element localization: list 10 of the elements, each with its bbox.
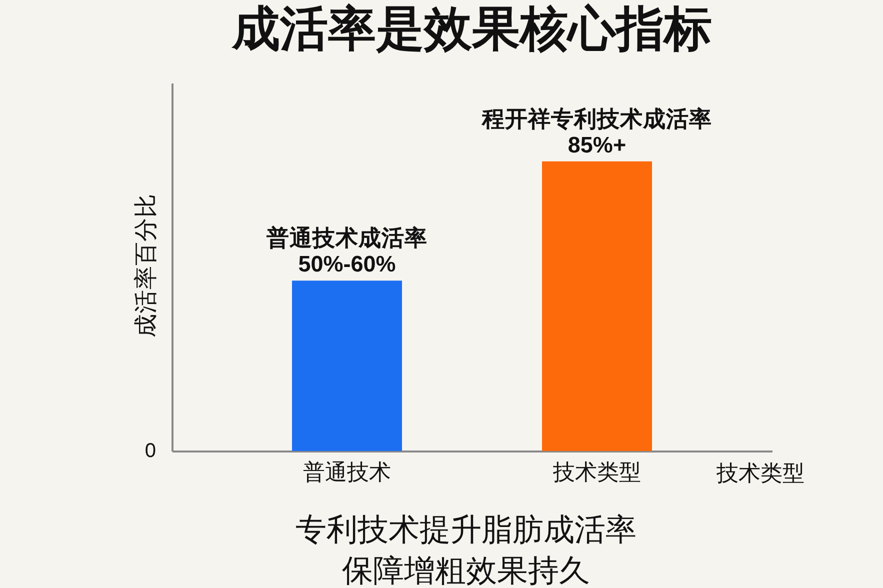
text: 0	[144, 440, 156, 462]
chart-title: 成活率是效果核心指标	[231, 3, 712, 56]
x-tick-label: 普通技术	[303, 460, 391, 484]
data-label: 85%+	[568, 132, 626, 158]
data-label: 50%-60%	[298, 252, 396, 277]
annotation: 普通技术成活率	[266, 224, 428, 251]
annotation: 程开祥专利技术成活率	[481, 105, 712, 132]
y-axis-title: 成活率百分比	[132, 194, 158, 338]
text: 保障增粗效果持久	[342, 553, 590, 588]
text: 专利技术提升脂肪成活率	[296, 512, 636, 547]
